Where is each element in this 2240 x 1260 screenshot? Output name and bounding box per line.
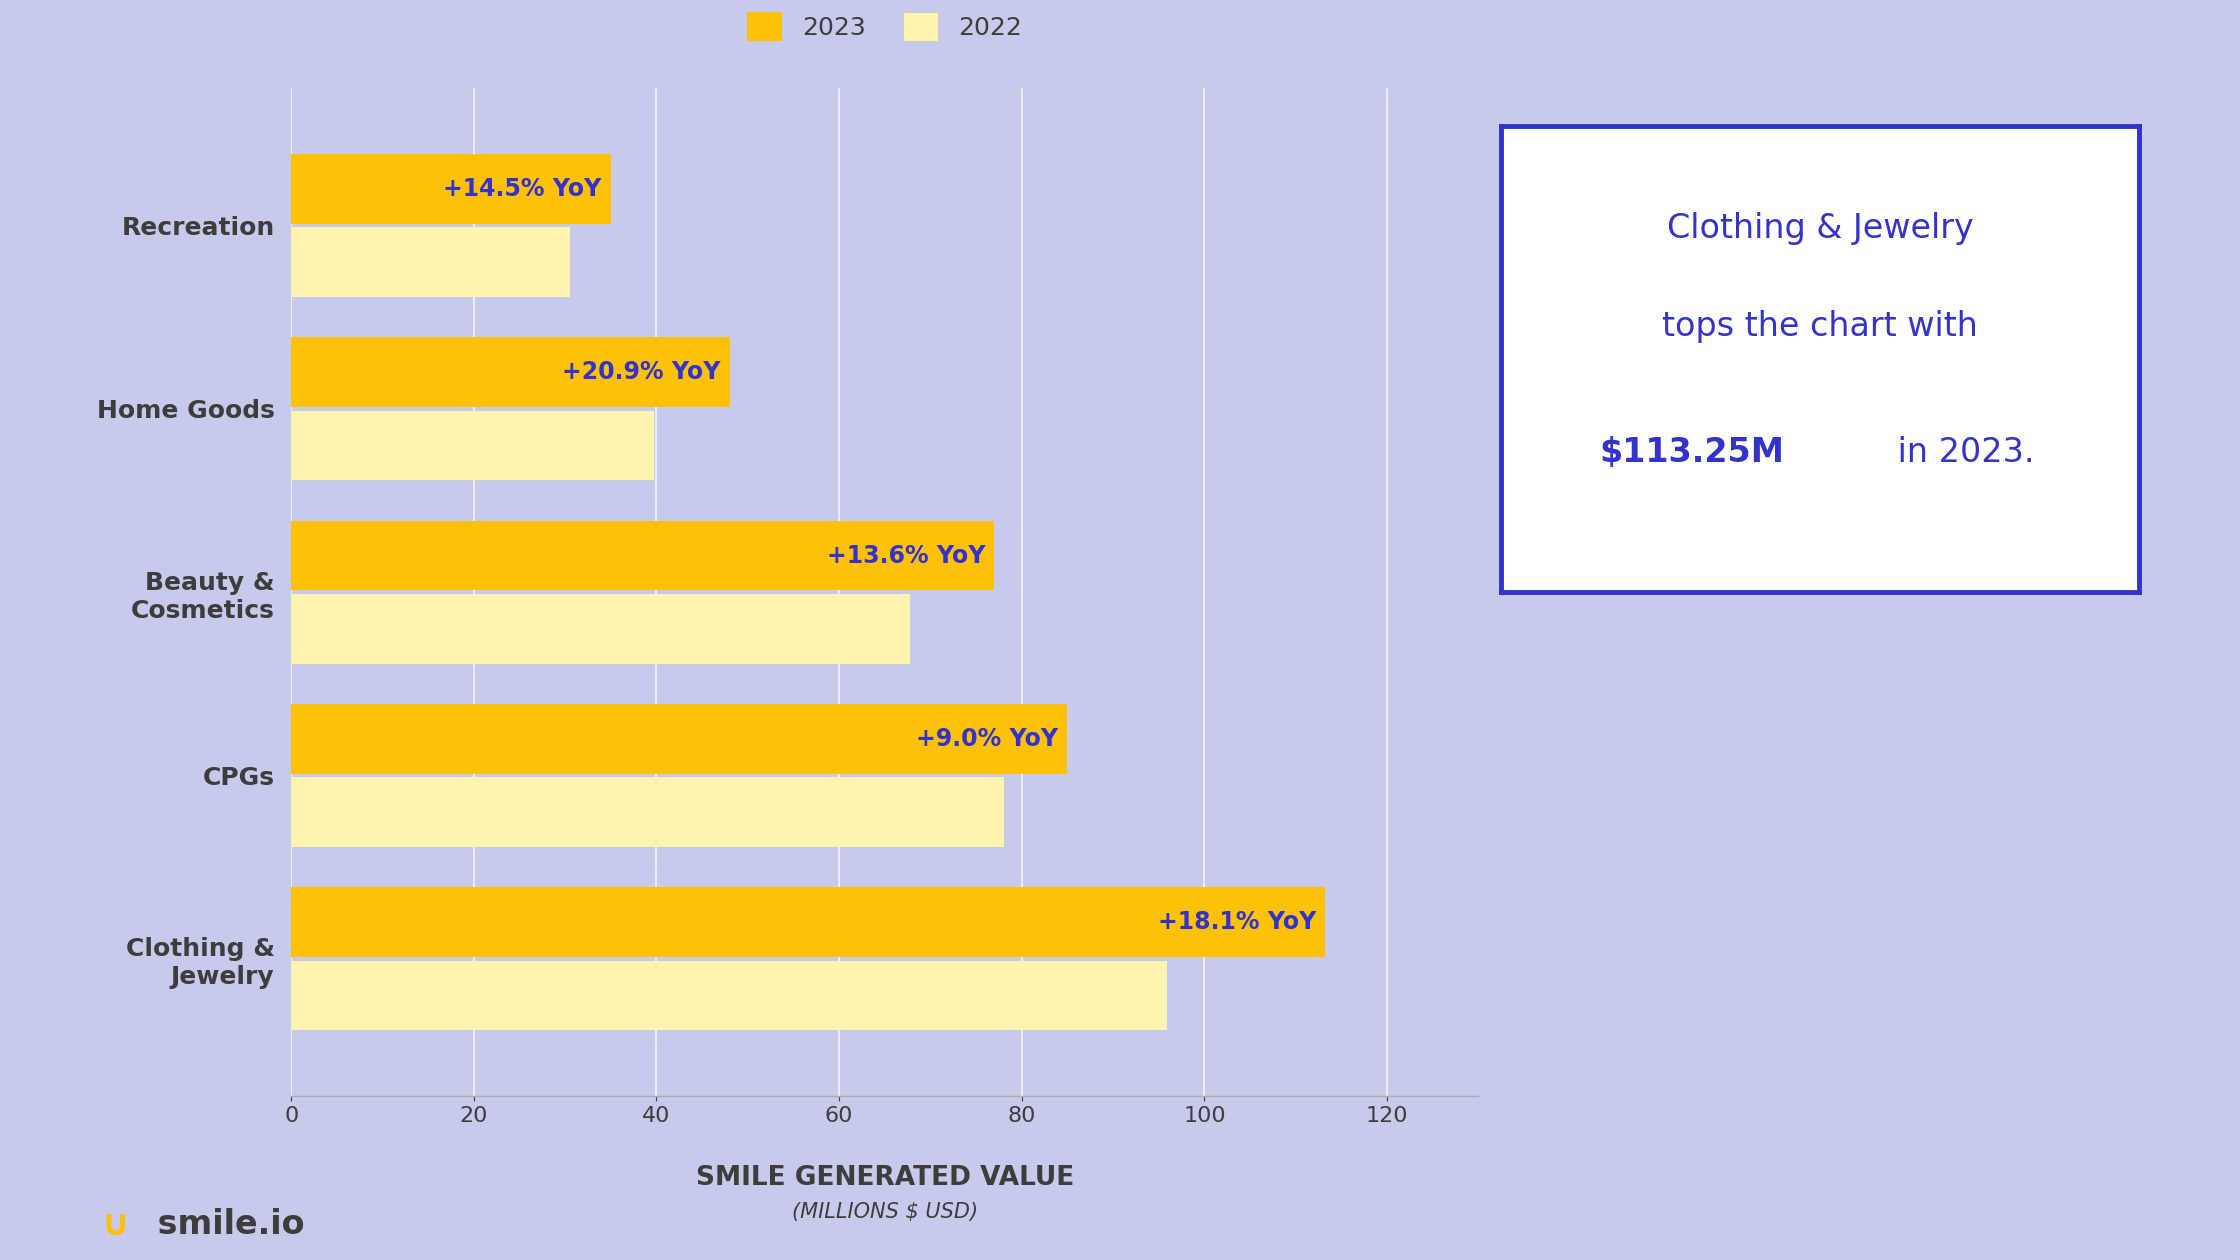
Bar <box>291 704 1068 774</box>
Bar <box>291 411 654 480</box>
Bar <box>291 338 730 407</box>
Text: +13.6% YoY: +13.6% YoY <box>827 543 986 567</box>
Bar <box>291 887 1326 956</box>
Text: +20.9% YoY: +20.9% YoY <box>562 360 721 384</box>
Bar <box>291 593 909 664</box>
Text: +18.1% YoY: +18.1% YoY <box>1158 910 1317 934</box>
Bar <box>291 228 571 297</box>
Text: SMILE GENERATED VALUE: SMILE GENERATED VALUE <box>697 1166 1073 1191</box>
Bar <box>291 777 1004 847</box>
Text: smile.io: smile.io <box>146 1208 305 1241</box>
Text: (MILLIONS $ USD): (MILLIONS $ USD) <box>791 1202 979 1222</box>
Text: $113.25M: $113.25M <box>1599 436 1785 469</box>
Bar <box>291 520 995 591</box>
Text: +9.0% YoY: +9.0% YoY <box>916 727 1057 751</box>
Text: in 2023.: in 2023. <box>1886 436 2034 469</box>
Text: +14.5% YoY: +14.5% YoY <box>444 176 603 202</box>
Text: tops the chart with: tops the chart with <box>1662 310 1978 343</box>
Legend: 2023, 2022: 2023, 2022 <box>735 0 1035 54</box>
Bar <box>291 154 612 224</box>
Text: Clothing & Jewelry: Clothing & Jewelry <box>1667 212 1973 244</box>
Text: ∪: ∪ <box>101 1208 130 1241</box>
Bar <box>291 960 1167 1031</box>
